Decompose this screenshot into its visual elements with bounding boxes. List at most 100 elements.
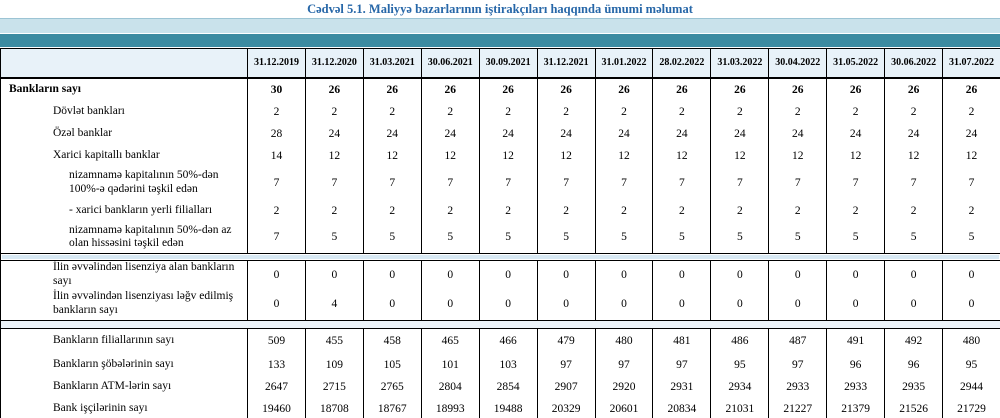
value-cell: 24: [478, 122, 538, 145]
value-cell: 2931: [652, 376, 711, 399]
table-title: Cədvəl 5.1. Maliyyə bazarlarının iştirak…: [307, 2, 693, 16]
value-cell: 0: [247, 260, 306, 289]
value-cell: 0: [826, 260, 885, 289]
value-cell: 2920: [594, 376, 653, 399]
value-cell: 105: [362, 353, 422, 377]
value-cell: 0: [420, 260, 480, 289]
column-header-date: 30.04.2022: [768, 48, 827, 79]
value-cell: 12: [536, 144, 596, 167]
value-cell: 21729: [942, 398, 1000, 418]
column-header-date: 31.05.2022: [826, 48, 885, 79]
value-cell: 5: [304, 221, 364, 254]
value-cell: 2: [478, 100, 538, 123]
value-cell: 24: [942, 122, 1000, 145]
value-cell: 19460: [247, 398, 306, 418]
financial-market-participants-table: 31.12.2019 31.12.2020 31.03.2021 30.06.2021…: [0, 48, 1000, 418]
value-cell: 2: [304, 199, 364, 222]
value-cell: 479: [536, 328, 596, 354]
value-cell: 0: [884, 260, 943, 289]
value-cell: 12: [362, 144, 422, 167]
column-header-date: 31.03.2021: [362, 48, 422, 79]
value-cell: 101: [420, 353, 480, 377]
value-cell: 7: [768, 166, 827, 200]
value-cell: 7: [536, 166, 596, 200]
value-cell: 19488: [478, 398, 538, 418]
value-cell: 26: [362, 77, 422, 101]
value-cell: 2: [594, 100, 653, 123]
value-cell: 24: [362, 122, 422, 145]
value-cell: 5: [536, 221, 596, 254]
value-cell: 97: [594, 353, 653, 377]
column-header-date: 28.02.2022: [652, 48, 711, 79]
row-label: İlin əvvəlindən lisenziyası ləğv edilmiş…: [53, 290, 234, 316]
value-cell: 95: [710, 353, 769, 377]
value-cell: 5: [594, 221, 653, 254]
value-cell: 24: [420, 122, 480, 145]
value-cell: 0: [420, 288, 480, 321]
value-cell: 7: [884, 166, 943, 200]
value-cell: 0: [710, 260, 769, 289]
row-label: İlin əvvəlindən lisenziya alan bankların…: [53, 261, 235, 287]
value-cell: 2: [652, 100, 711, 123]
value-cell: 7: [826, 166, 885, 200]
value-cell: 2715: [304, 376, 364, 399]
value-cell: 487: [768, 328, 827, 354]
value-cell: 133: [247, 353, 306, 377]
value-cell: 97: [768, 353, 827, 377]
value-cell: 2: [420, 199, 480, 222]
value-cell: 12: [594, 144, 653, 167]
value-cell: 0: [247, 288, 306, 321]
column-header-date: 31.12.2020: [304, 48, 364, 79]
value-cell: 2: [536, 199, 596, 222]
value-cell: 97: [536, 353, 596, 377]
value-cell: 24: [304, 122, 364, 145]
value-cell: 14: [247, 144, 306, 167]
row-label: nizamnamə kapitalının 50%-dən az olan hi…: [69, 223, 232, 250]
header-empty-cell: [0, 48, 248, 79]
value-cell: 5: [710, 221, 769, 254]
value-cell: 2907: [536, 376, 596, 399]
value-cell: 4: [304, 288, 364, 321]
value-cell: 5: [884, 221, 943, 254]
row-label: Bankların sayı: [9, 82, 81, 95]
value-cell: 21227: [768, 398, 827, 418]
value-cell: 480: [594, 328, 653, 354]
table-row: Özəl banklar 28 24 24 24 24 24 24 24 24 24 24 24 24: [1, 122, 1000, 145]
table-row: İlin əvvəlindən lisenziyası ləğv edilmiş…: [1, 288, 1000, 321]
value-cell: 7: [420, 166, 480, 200]
row-label: Bankların ATM-lərin sayı: [53, 380, 172, 393]
value-cell: 2: [710, 199, 769, 222]
column-header-date: 31.03.2022: [710, 48, 769, 79]
value-cell: 7: [652, 166, 711, 200]
value-cell: 2933: [826, 376, 885, 399]
value-cell: 7: [247, 166, 306, 200]
value-cell: 26: [710, 77, 769, 101]
row-label: nizamnamə kapitalının 50%-dən 100%-ə qəd…: [69, 169, 219, 195]
value-cell: 26: [768, 77, 827, 101]
value-cell: 0: [304, 260, 364, 289]
row-label: - xarici bankların yerli filialları: [69, 203, 213, 216]
value-cell: 2: [826, 100, 885, 123]
value-cell: 7: [362, 166, 422, 200]
row-label: Bank işçilərinin sayı: [53, 402, 148, 415]
value-cell: 486: [710, 328, 769, 354]
value-cell: 2: [768, 199, 827, 222]
value-cell: 7: [710, 166, 769, 200]
table-row: Xarici kapitallı banklar 14 12 12 12 12 12 12 12…: [1, 144, 1000, 167]
value-cell: 26: [942, 77, 1000, 101]
value-cell: 480: [942, 328, 1000, 354]
table-row: nizamnamə kapitalının 50%-dən 100%-ə qəd…: [1, 166, 1000, 200]
value-cell: 26: [594, 77, 653, 101]
value-cell: 2: [362, 100, 422, 123]
column-header-date: 30.09.2021: [478, 48, 538, 79]
value-cell: 97: [652, 353, 711, 377]
column-header-date: 31.12.2019: [247, 48, 306, 79]
column-header-date: 30.06.2021: [420, 48, 480, 79]
value-cell: 26: [304, 77, 364, 101]
table-body: Bankların sayı 30 26 26 26 26 26 26 26 26 26 26 26 26…: [0, 77, 1000, 418]
value-cell: 5: [478, 221, 538, 254]
table-row: Bankların filiallarının sayı 509 455 458 465…: [1, 328, 1000, 354]
value-cell: 2: [304, 100, 364, 123]
value-cell: 12: [768, 144, 827, 167]
value-cell: 466: [478, 328, 538, 354]
